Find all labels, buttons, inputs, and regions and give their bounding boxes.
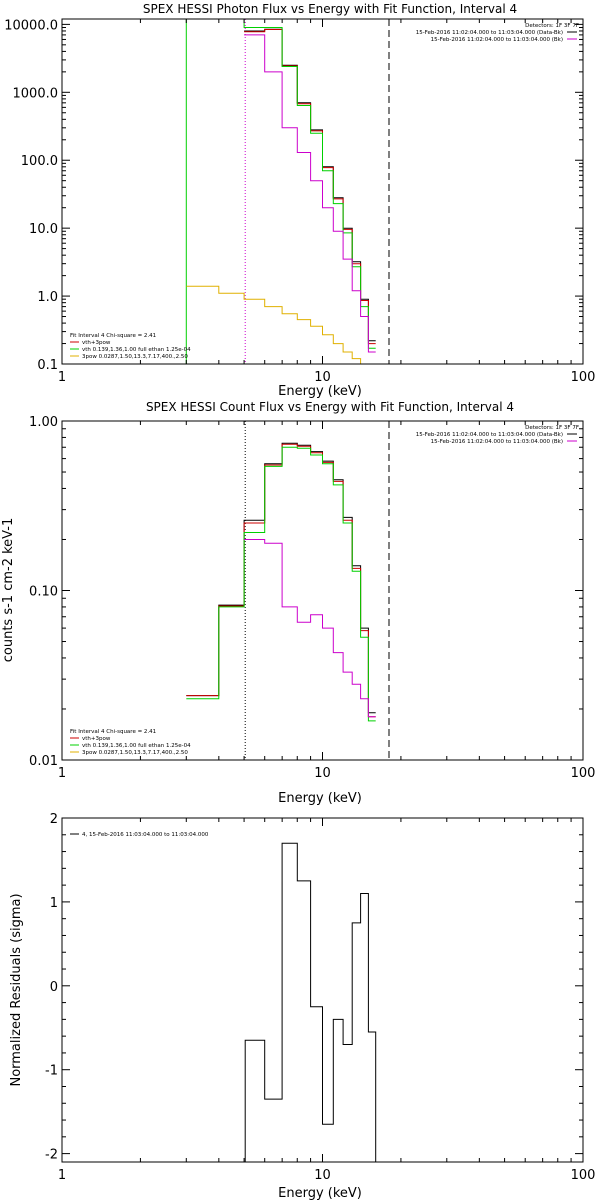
- residuals-plot-area: [244, 842, 377, 1162]
- count-flux-y-tick-label: 0.01: [29, 754, 58, 769]
- residuals-x-tick-label: 1: [58, 1168, 66, 1183]
- photon-flux-y-tick-label: 10000.0: [4, 18, 58, 33]
- count-flux-xlabel: Energy (keV): [278, 791, 362, 806]
- count-flux-info-text: 15-Feb-2016 11:02:04.000 to 11:03:04.000…: [431, 439, 563, 445]
- photon-flux-y-tick-label: 0.1: [37, 358, 58, 373]
- photon-flux-info-text: 15-Feb-2016 11:02:04.000 to 11:03:04.000…: [431, 37, 563, 43]
- photon-flux-info-text: 15-Feb-2016 11:02:04.000 to 11:03:04.000…: [416, 30, 563, 36]
- photon-flux-legend-text: Fit Interval 4 Chi-square = 2.41: [70, 333, 156, 339]
- photon-flux-series-0-line: [244, 28, 376, 342]
- photon-flux-xlabel: Energy (keV): [278, 384, 362, 399]
- count-flux-ylabel: counts s-1 cm-2 keV-1: [1, 518, 16, 663]
- count-flux-frame: [61, 420, 584, 761]
- count-flux-plot-area: [186, 421, 390, 760]
- photon-flux-legend-text: vth+3pow: [82, 340, 111, 346]
- count-flux-legend-text: 3pow 0.0287,1.50,13.3,7.17,400.,2.50: [82, 750, 188, 756]
- photon-flux-x-tick-label: 100: [571, 370, 596, 385]
- photon-flux-series-4-line: [186, 285, 369, 364]
- count-flux-panel: SPEX HESSI Count Flux vs Energy with Fit…: [1, 400, 595, 806]
- count-flux-info-text: Detectors: 1F 3F 7F: [525, 425, 579, 431]
- count-flux-x-tick-label: 10: [314, 766, 331, 781]
- photon-flux-title: SPEX HESSI Photon Flux vs Energy with Fi…: [143, 2, 517, 16]
- photon-flux-y-tick-label: 1.0: [37, 290, 58, 305]
- count-flux-legend-text: Fit Interval 4 Chi-square = 2.41: [70, 729, 156, 735]
- count-flux-y-tick-label: 0.10: [29, 585, 58, 600]
- count-flux-x-tick-label: 100: [571, 766, 596, 781]
- count-flux-series-1-line: [186, 443, 376, 718]
- count-flux-title: SPEX HESSI Count Flux vs Energy with Fit…: [146, 400, 514, 414]
- residuals-xlabel: Energy (keV): [278, 1186, 362, 1200]
- count-flux-info-text: 15-Feb-2016 11:02:04.000 to 11:03:04.000…: [416, 432, 563, 438]
- photon-flux-legend-text: 3pow 0.0287,1.50,13.3,7.17,400.,2.50: [82, 354, 188, 360]
- residuals-y-tick-label: 2: [50, 812, 58, 827]
- photon-flux-plot-area: [185, 19, 390, 364]
- photon-flux-x-tick-label: 10: [314, 370, 331, 385]
- photon-flux-x-tick-label: 1: [58, 370, 66, 385]
- residuals-legend-text: 4, 15-Feb-2016 11:03:04.000 to 11:03:04.…: [82, 832, 209, 838]
- residuals-y-tick-label: -1: [45, 1064, 58, 1079]
- count-flux-legend-text: vth 0.139,1.36,1.00 full ethan 1.25e-04: [82, 743, 191, 749]
- residuals-panel: Energy (keV) Normalized Residuals (sigma…: [9, 812, 595, 1200]
- residuals-y-tick-label: 0: [50, 980, 58, 995]
- photon-flux-series-1-line: [244, 29, 376, 345]
- photon-flux-series-2-line: [186, 19, 376, 349]
- photon-flux-series-3-line: [244, 34, 376, 353]
- residuals-series-0-line: [244, 842, 377, 1162]
- count-flux-series-3-line: [244, 539, 376, 718]
- count-flux-series-2-line: [186, 446, 376, 722]
- residuals-y-tick-label: 1: [50, 896, 58, 911]
- count-flux-y-tick-label: 1.00: [29, 415, 58, 430]
- residuals-ylabel: Normalized Residuals (sigma): [9, 893, 24, 1086]
- residuals-x-tick-label: 100: [571, 1168, 596, 1183]
- photon-flux-y-tick-label: 10.0: [29, 222, 58, 237]
- count-flux-series-0-line: [186, 442, 376, 714]
- residuals-y-tick-label: -2: [45, 1148, 58, 1163]
- count-flux-legend-text: vth+3pow: [82, 736, 111, 742]
- photon-flux-info-text: Detectors: 1F 3F 7F: [525, 23, 579, 29]
- photon-flux-y-tick-label: 1000.0: [13, 86, 59, 101]
- photon-flux-legend-text: vth 0.139,1.36,1.00 full ethan 1.25e-04: [82, 347, 191, 353]
- count-flux-x-tick-label: 1: [58, 766, 66, 781]
- photon-flux-panel: SPEX HESSI Photon Flux vs Energy with Fi…: [4, 2, 595, 399]
- photon-flux-y-tick-label: 100.0: [21, 154, 58, 169]
- residuals-x-tick-label: 10: [314, 1168, 331, 1183]
